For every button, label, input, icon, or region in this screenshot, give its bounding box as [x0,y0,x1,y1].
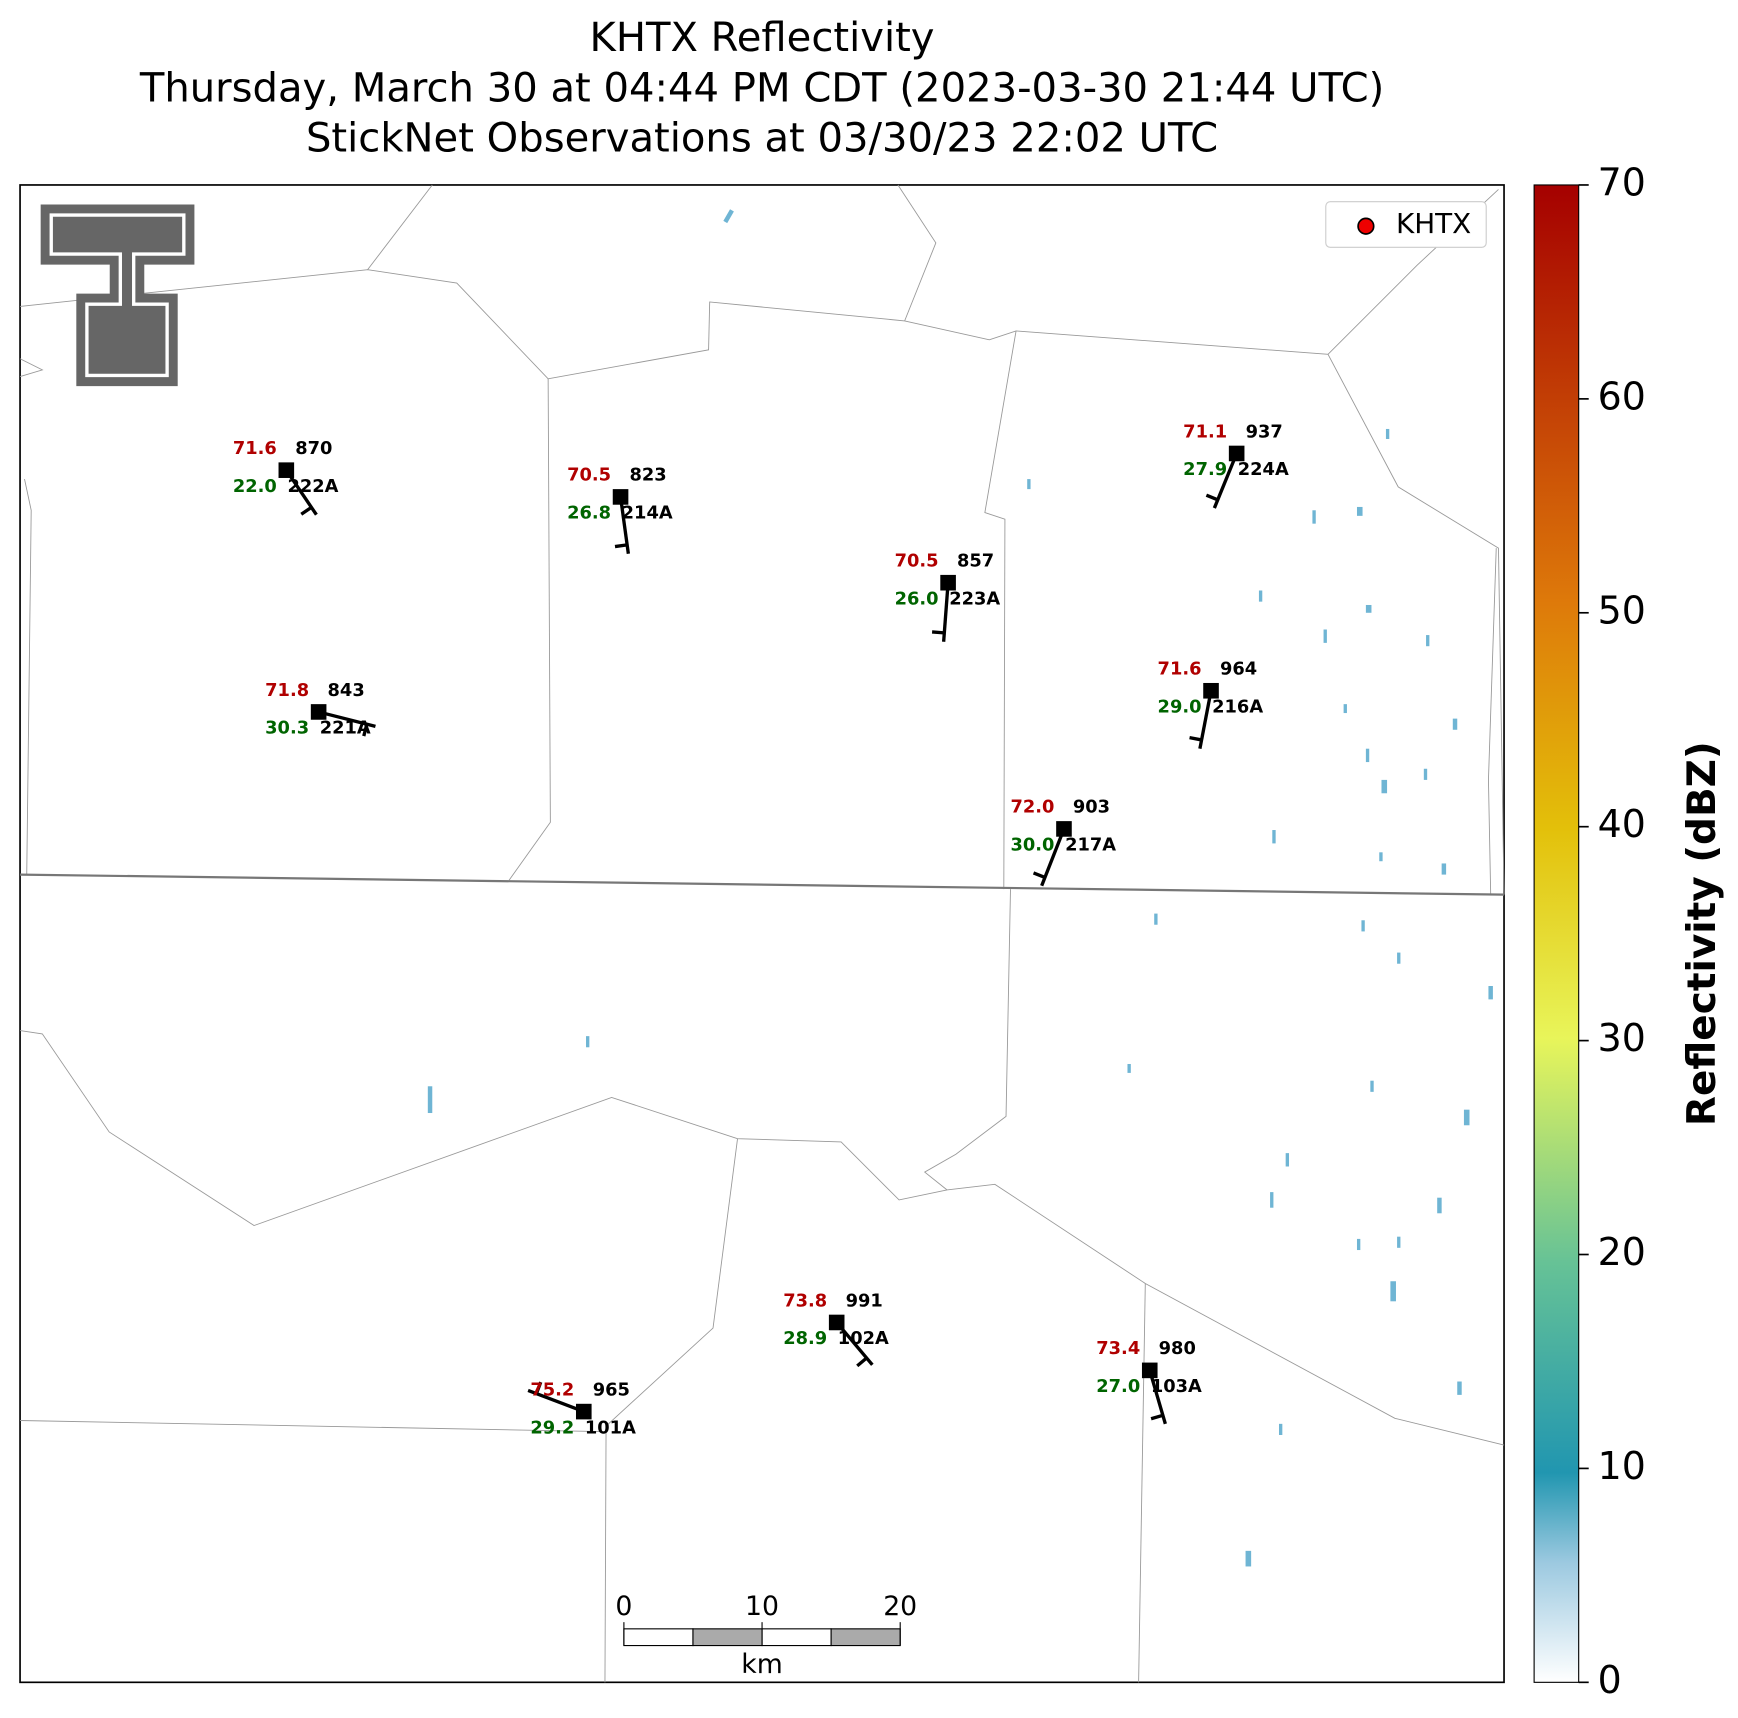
pressure: 980 [1159,1338,1196,1359]
texas-tech-logo [40,204,195,387]
scale-segment [623,1628,694,1647]
scale-unit: km [741,1649,783,1680]
colorbar-tick-label: 70 [1598,160,1646,204]
title-line: Thursday, March 30 at 04:44 PM CDT (2023… [139,65,1384,111]
temperature: 73.4 [1096,1338,1140,1359]
wind-barb-flag [300,505,313,516]
dewpoint: 27.9 [1183,459,1227,480]
station-marker [828,1314,845,1331]
legend: KHTX [1325,201,1487,248]
colorbar-tick-label: 0 [1598,1658,1622,1702]
pressure: 964 [1220,659,1257,680]
temperature: 71.1 [1183,421,1227,442]
title-line: StickNet Observations at 03/30/23 22:02 … [306,115,1218,161]
station-marker [1203,682,1219,699]
station-id: 214A [622,503,673,524]
station-marker [940,574,956,591]
station-marker [1141,1362,1158,1379]
station-id: 223A [949,588,1000,609]
dewpoint: 22.0 [233,476,277,497]
scale-segment [692,1628,763,1647]
station-marker [1228,445,1245,462]
dewpoint: 26.0 [895,588,939,609]
wind-barb [318,710,376,729]
station-id: 101A [585,1417,636,1438]
colorbar-tick-label: 10 [1598,1444,1646,1488]
temperature: 70.5 [567,465,611,486]
boundaries [19,184,1505,1683]
station-id: 217A [1065,835,1116,856]
colorbar-tick-label: 40 [1598,802,1646,846]
dewpoint: 29.0 [1158,696,1202,717]
legend-label: KHTX [1396,207,1471,240]
pressure: 870 [295,438,332,459]
dewpoint: 27.0 [1096,1376,1140,1397]
station-id: 222A [287,476,338,497]
dewpoint: 28.9 [783,1328,827,1349]
pressure: 991 [846,1290,883,1311]
wind-barb-flag [1150,1413,1164,1421]
pressure: 843 [328,680,365,701]
wind-barb-flag [931,630,945,635]
station-marker [612,489,629,505]
station-marker [575,1403,592,1420]
colorbar-tick-label: 50 [1598,588,1646,632]
dewpoint: 30.3 [265,718,309,739]
colorbar-tick-label: 60 [1598,374,1646,418]
station-marker [278,462,295,478]
map-frame [19,184,1505,1684]
temperature: 73.8 [783,1290,827,1311]
station-marker [310,704,327,720]
colorbar-label: Reflectivity (dBZ) [1680,741,1725,1126]
pressure: 903 [1073,797,1110,818]
pressure: 937 [1246,421,1283,442]
dewpoint: 30.0 [1010,835,1054,856]
scale-segment [830,1628,901,1647]
wind-barb-flag [1205,493,1219,502]
wind-barb-flag [1032,871,1046,879]
scale-tick-label: 10 [745,1591,779,1622]
radar-echoes [427,209,1493,1567]
colorbar [1533,184,1580,1683]
wind-barb-flag [1189,735,1202,742]
station-id: 221A [320,718,371,739]
wind-barb [941,582,950,642]
scale-tick-label: 20 [883,1591,917,1622]
dewpoint: 26.8 [567,503,611,524]
temperature: 72.0 [1010,797,1054,818]
wind-barb-flag [856,1356,868,1368]
wind-barb [618,496,631,554]
temperature: 71.6 [233,438,277,459]
temperature: 75.2 [530,1379,574,1400]
pressure: 823 [629,465,666,486]
title-line: KHTX Reflectivity [590,15,935,61]
station-id: 216A [1212,696,1263,717]
colorbar-tick-label: 20 [1598,1230,1646,1274]
wind-barb [1040,828,1066,887]
colorbar-tick-label: 30 [1598,1016,1646,1060]
station-id: 102A [838,1328,889,1349]
pressure: 965 [593,1379,630,1400]
wind-barb-flag [362,723,369,737]
scale-tick-label: 0 [615,1591,632,1622]
temperature: 71.6 [1158,659,1202,680]
wind-barb [527,1388,585,1414]
station-id: 103A [1151,1376,1202,1397]
scale-segment [761,1628,832,1647]
station-id: 224A [1238,459,1289,480]
temperature: 71.8 [265,680,309,701]
wind-barb-flag [534,1381,543,1395]
wind-barb-flag [614,543,628,549]
pressure: 857 [957,551,994,572]
station-marker [1056,821,1072,837]
dewpoint: 29.2 [530,1417,574,1438]
temperature: 70.5 [895,551,939,572]
